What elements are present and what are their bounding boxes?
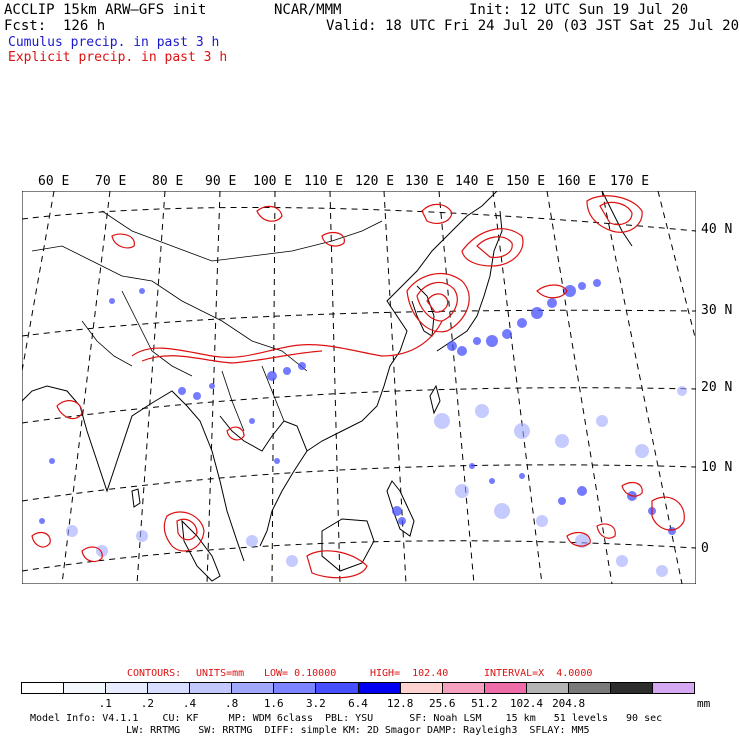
colorbar-swatch	[64, 683, 107, 693]
colorbar-tick-label: .2	[140, 697, 154, 710]
colorbar-tick-label: 6.4	[348, 697, 368, 710]
colorbar-swatch	[652, 683, 694, 693]
legend-cumulus: Cumulus precip. in past 3 h	[8, 35, 220, 50]
contours-units: UNITS=mm	[196, 668, 245, 679]
contours-low: LOW= 0.10000	[264, 668, 337, 679]
footer-line2: LW: RRTMG SW: RRTMG DIFF: simple KM: 2D …	[126, 725, 590, 736]
colorbar-unit: mm	[697, 697, 711, 710]
colorbar-tick-label: .4	[182, 697, 197, 710]
colorbar-tick-label: 12.8	[386, 697, 414, 710]
longitude-label: 120 E	[355, 174, 395, 189]
colorbar-tick-label: 102.4	[509, 697, 544, 710]
precip-map	[22, 191, 696, 584]
latitude-lines	[22, 206, 696, 572]
colorbar-swatch	[610, 683, 653, 693]
latitude-label: 0	[701, 541, 709, 556]
colorbar-swatch	[442, 683, 485, 693]
footer-line1: Model Info: V4.1.1 CU: KF MP: WDM 6class…	[30, 713, 663, 724]
cumulus-precip	[39, 279, 676, 535]
longitude-label: 160 E	[557, 174, 597, 189]
colorbar-swatch	[190, 683, 233, 693]
contours-interval: INTERVAL=X 4.0000	[484, 668, 593, 679]
colorbar-tick-label: .8	[225, 697, 239, 710]
init-time: Init: 12 UTC Sun 19 Jul 20	[469, 2, 689, 18]
colorbar-tick-label: 3.2	[305, 697, 326, 710]
longitude-label: 110 E	[304, 174, 344, 189]
cumulus-precip-light	[66, 386, 687, 577]
longitude-label: 170 E	[610, 174, 650, 189]
forecast-hour: Fcst: 126 h	[4, 18, 106, 34]
longitude-label: 90 E	[205, 174, 237, 189]
contours-label: CONTOURS:	[127, 668, 182, 679]
colorbar-swatch	[526, 683, 569, 693]
center-label: NCAR/MMM	[274, 2, 342, 18]
colorbar-swatch	[316, 683, 359, 693]
longitude-label: 100 E	[253, 174, 293, 189]
latitude-label: 40 N	[701, 222, 733, 237]
colorbar-swatch	[22, 683, 65, 693]
colorbar-swatch	[400, 683, 443, 693]
latitude-label: 20 N	[701, 380, 733, 395]
colorbar-swatch	[568, 683, 611, 693]
colorbar-tick-label: 204.8	[552, 697, 586, 710]
colorbar-swatch	[106, 683, 149, 693]
latitude-label: 30 N	[701, 303, 733, 318]
colorbar-tick-label: .1	[98, 697, 112, 710]
valid-time: Valid: 18 UTC Fri 24 Jul 20 (03 JST Sat …	[326, 18, 740, 34]
colorbar-tick-label: 51.2	[471, 697, 498, 710]
explicit-precip	[31, 195, 685, 579]
country-borders	[31, 210, 383, 432]
longitude-label: 130 E	[405, 174, 445, 189]
longitude-label: 150 E	[506, 174, 546, 189]
colorbar-swatch	[484, 683, 527, 693]
longitude-label: 80 E	[152, 174, 184, 189]
colorbar-swatch	[358, 683, 401, 693]
longitude-label: 140 E	[455, 174, 495, 189]
longitude-label: 60 E	[38, 174, 70, 189]
legend-explicit: Explicit precip. in past 3 h	[8, 50, 228, 65]
colorbar-swatch	[148, 683, 191, 693]
latitude-label: 10 N	[701, 460, 733, 475]
plot-title: ACCLIP 15km ARW–GFS init	[4, 2, 207, 18]
colorbar-swatch	[274, 683, 317, 693]
colorbar-tick-label: 25.6	[429, 697, 456, 710]
longitude-label: 70 E	[95, 174, 127, 189]
colorbar	[21, 682, 695, 694]
colorbar-swatch	[232, 683, 275, 693]
colorbar-tick-label: 1.6	[263, 697, 284, 710]
contours-high: HIGH= 102.40	[370, 668, 449, 679]
